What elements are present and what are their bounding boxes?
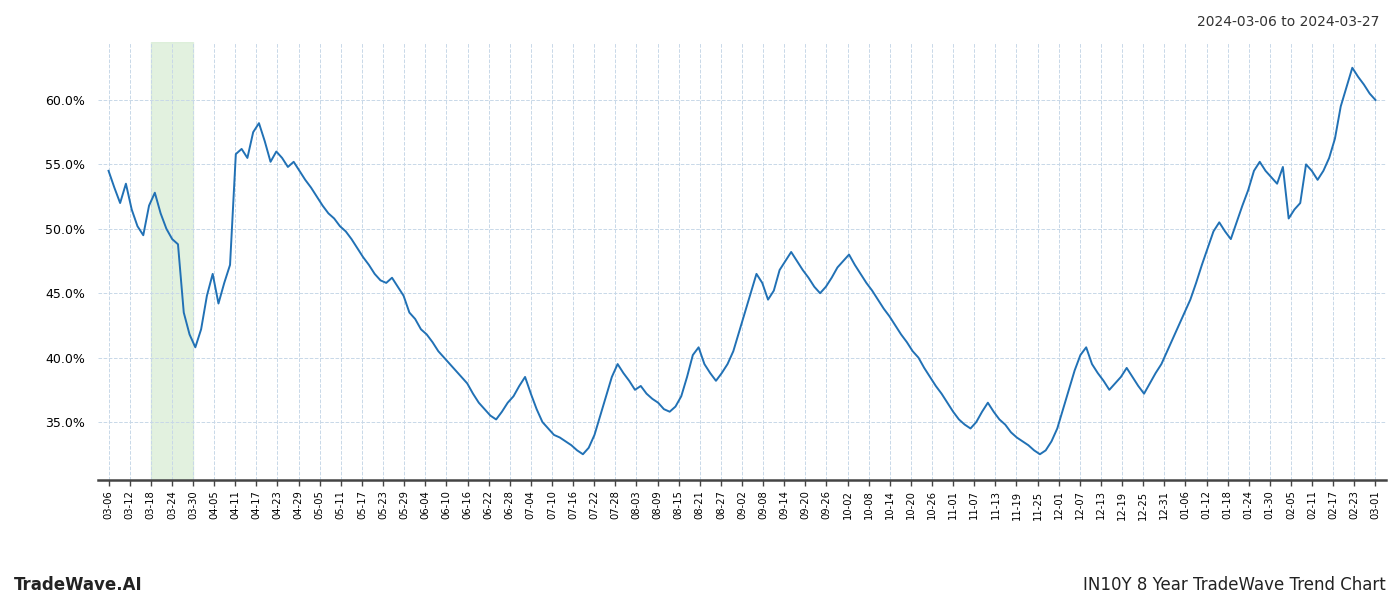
Text: TradeWave.AI: TradeWave.AI [14,576,143,594]
Bar [151,42,193,480]
Text: 2024-03-06 to 2024-03-27: 2024-03-06 to 2024-03-27 [1197,15,1379,29]
Text: IN10Y 8 Year TradeWave Trend Chart: IN10Y 8 Year TradeWave Trend Chart [1084,576,1386,594]
